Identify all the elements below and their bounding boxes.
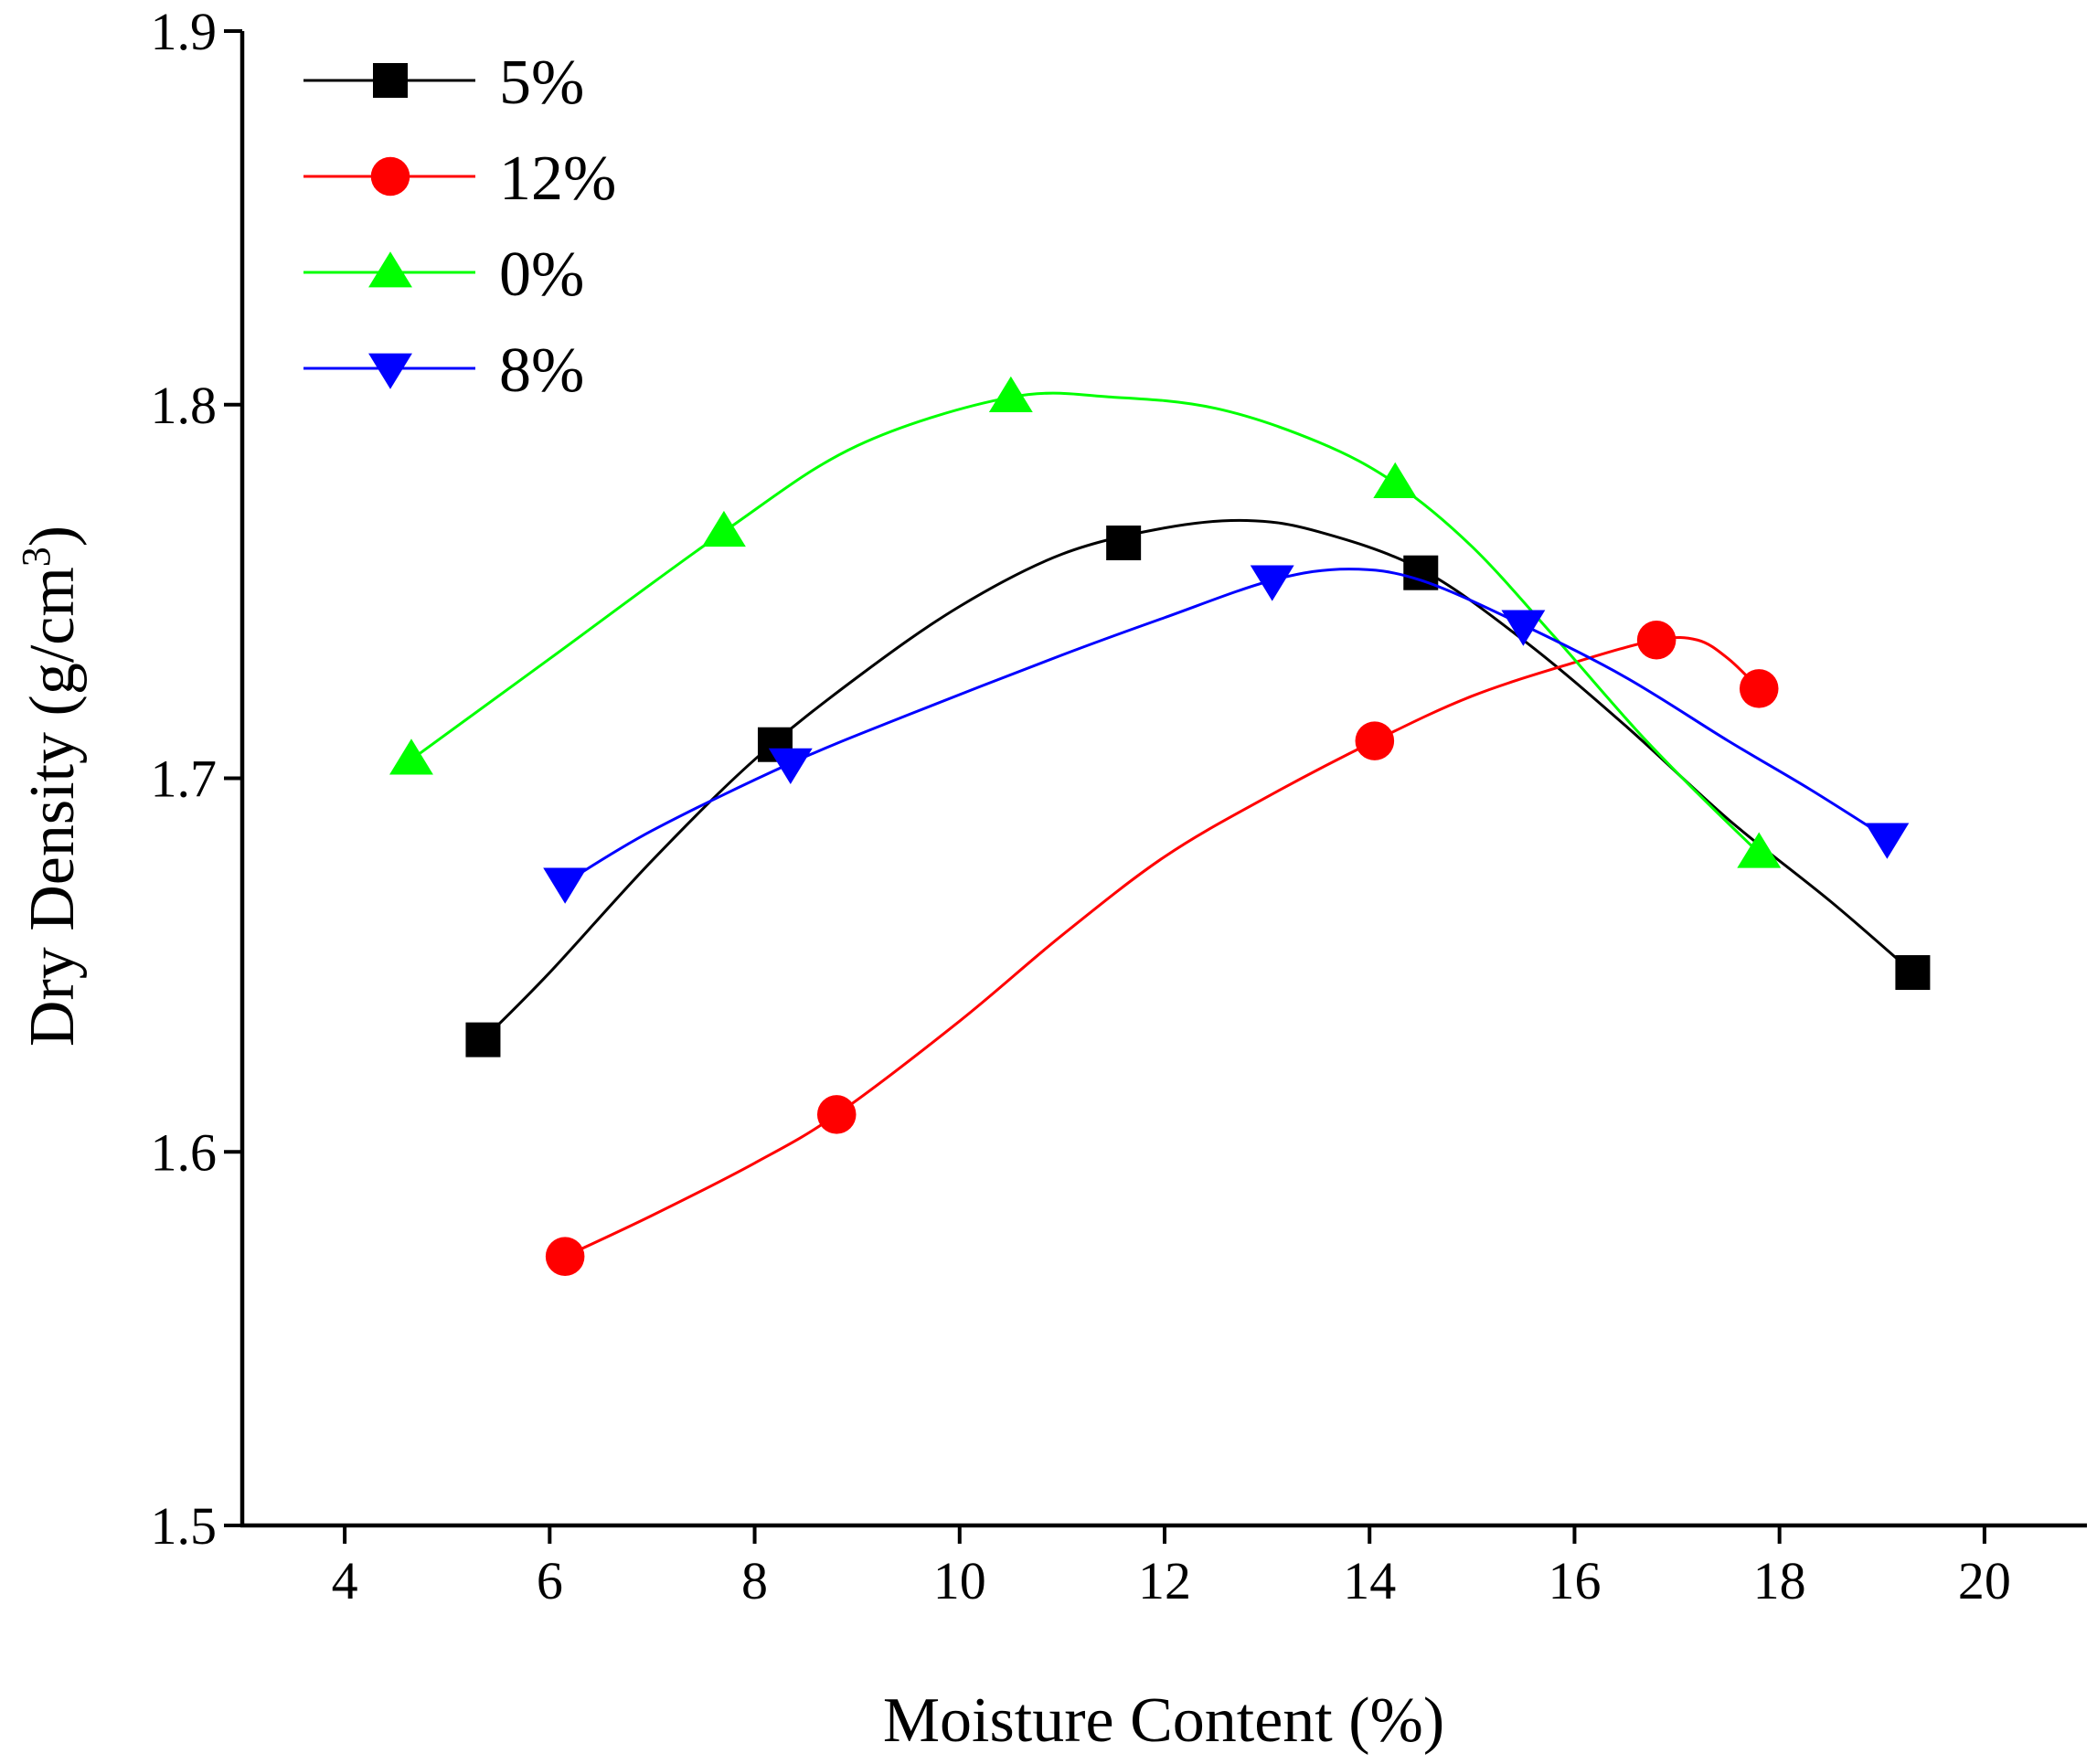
data-point: [988, 376, 1033, 412]
legend-marker: [373, 63, 408, 98]
x-axis-title: Moisture Content (%): [883, 1685, 1444, 1756]
y-tick-label: 1.6: [151, 1122, 218, 1182]
x-tick-label: 18: [1753, 1551, 1806, 1610]
series-0%: [389, 376, 1782, 868]
data-point: [701, 510, 746, 547]
y-tick-label: 1.7: [151, 749, 218, 809]
legend-item: 5%: [303, 48, 584, 118]
x-tick-label: 4: [332, 1551, 358, 1610]
data-point: [1355, 721, 1395, 760]
x-tick-label: 8: [741, 1551, 768, 1610]
series-layer: [389, 376, 1931, 1276]
legend-label: 5%: [499, 48, 584, 118]
data-point: [1106, 525, 1142, 560]
data-point: [389, 739, 433, 775]
x-tick-label: 12: [1138, 1551, 1191, 1610]
x-tick-label: 14: [1343, 1551, 1396, 1610]
legend-item: 0%: [303, 239, 584, 310]
y-axis-title: Dry Density (g/cm3): [14, 526, 88, 1047]
y-tick-label: 1.9: [151, 2, 218, 61]
data-point: [768, 748, 813, 784]
legend-marker: [370, 156, 410, 197]
data-point: [465, 1022, 501, 1057]
x-tick-label: 10: [933, 1551, 986, 1610]
legend-label: 12%: [499, 143, 616, 214]
x-tick-label: 6: [537, 1551, 563, 1610]
legend-item: 8%: [303, 335, 584, 406]
y-axis-title-superscript: 3: [14, 547, 59, 567]
y-axis-title-main: Dry Density (g/cm: [17, 567, 88, 1047]
x-tick-label: 16: [1548, 1551, 1601, 1610]
data-point: [1895, 955, 1931, 991]
y-axis-title-close: ): [17, 526, 88, 547]
x-tick-label: 20: [1958, 1551, 2011, 1610]
data-point: [1636, 620, 1677, 660]
data-point: [1737, 832, 1782, 868]
data-point: [545, 1237, 585, 1276]
data-point: [1373, 462, 1418, 499]
data-point: [1501, 610, 1546, 646]
data-point: [1865, 823, 1910, 859]
legend-marker: [368, 251, 412, 288]
data-point: [543, 867, 588, 904]
y-tick-label: 1.8: [151, 376, 218, 435]
series-line: [410, 391, 1761, 855]
data-point: [1739, 669, 1779, 708]
data-point: [1250, 565, 1294, 601]
series-8%: [543, 565, 1910, 904]
data-point: [816, 1095, 857, 1134]
legend-label: 0%: [499, 239, 584, 310]
y-tick-label: 1.5: [151, 1496, 218, 1556]
legend: 5% 12% 0% 8%: [303, 48, 616, 406]
series-12%: [545, 620, 1779, 1276]
ticks-layer: 4 6 8 10 12 14 16 18 20 1.5 1.6 1.7 1.8 1.9: [151, 2, 2011, 1610]
legend-item: 12%: [303, 143, 616, 214]
legend-label: 8%: [499, 335, 584, 406]
legend-marker: [368, 353, 412, 389]
